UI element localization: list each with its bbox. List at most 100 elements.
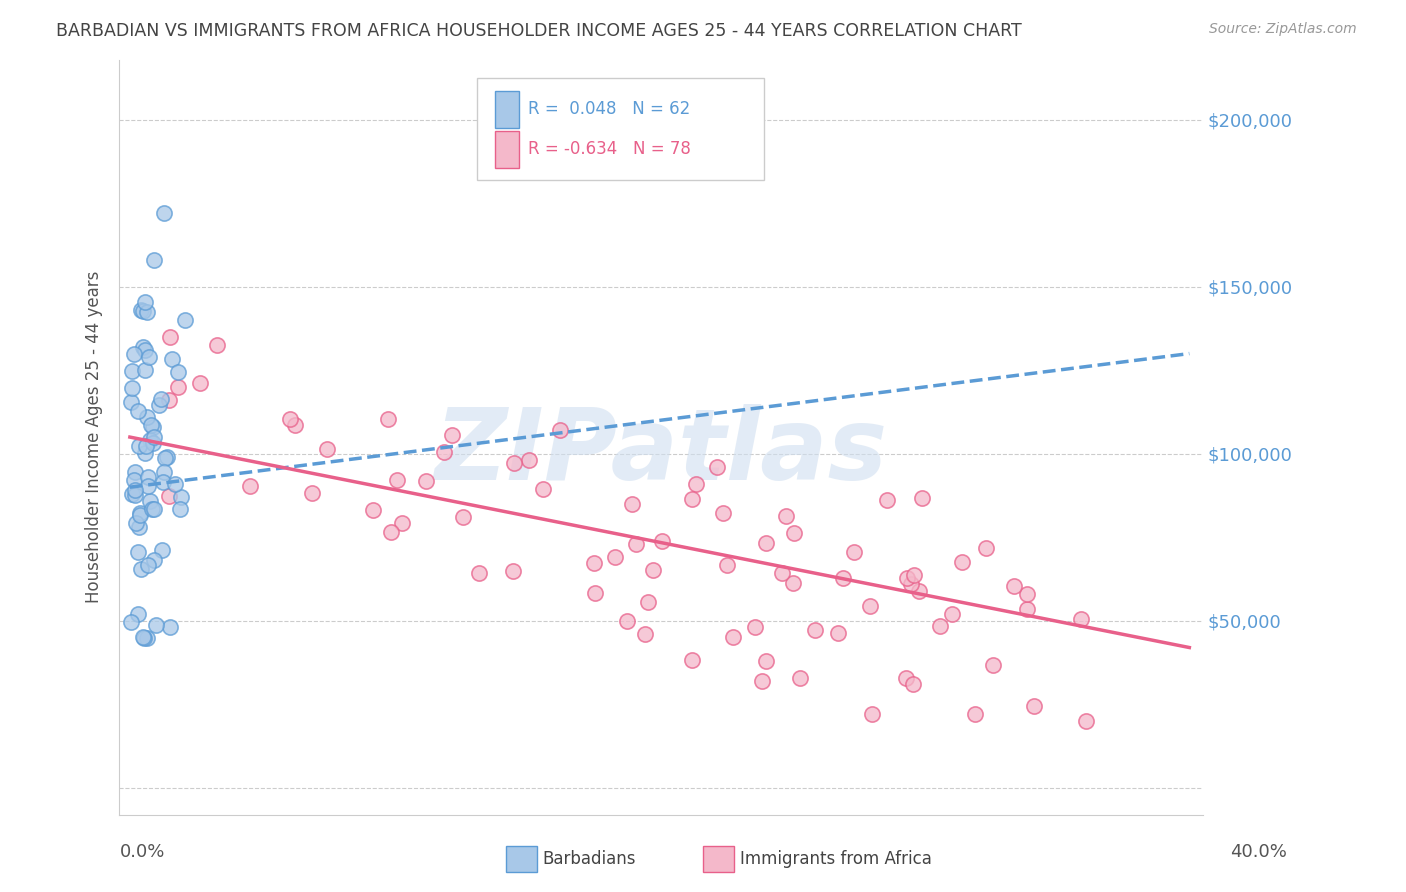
Point	[755, 536, 778, 550]
Y-axis label: Householder Income Ages 25 - 44 years: Householder Income Ages 25 - 44 years	[86, 271, 103, 603]
Point	[143, 502, 166, 516]
Point	[157, 489, 180, 503]
Point	[361, 502, 384, 516]
Point	[711, 506, 734, 520]
Point	[142, 436, 165, 450]
Point	[983, 658, 1005, 673]
Point	[681, 492, 703, 507]
Point	[832, 571, 855, 585]
Point	[156, 450, 179, 464]
Text: 0.0%: 0.0%	[120, 843, 165, 861]
Point	[782, 576, 804, 591]
Point	[903, 568, 925, 582]
Point	[605, 550, 627, 565]
Point	[166, 380, 188, 394]
Point	[136, 558, 159, 572]
Point	[135, 410, 157, 425]
Text: R =  0.048   N = 62: R = 0.048 N = 62	[527, 101, 690, 119]
Point	[169, 502, 191, 516]
Point	[121, 364, 143, 378]
Point	[163, 477, 186, 491]
Text: R = -0.634   N = 78: R = -0.634 N = 78	[527, 140, 690, 159]
Point	[621, 497, 644, 511]
Point	[162, 351, 184, 366]
Point	[150, 543, 173, 558]
Point	[124, 465, 146, 479]
Point	[127, 607, 149, 621]
Point	[301, 486, 323, 500]
Point	[136, 305, 159, 319]
Point	[928, 619, 950, 633]
Point	[128, 508, 150, 522]
Point	[685, 476, 707, 491]
Point	[716, 558, 738, 572]
Point	[941, 607, 963, 621]
Text: 40.0%: 40.0%	[1230, 843, 1286, 861]
Point	[142, 430, 165, 444]
Point	[124, 488, 146, 502]
Point	[166, 366, 188, 380]
Point	[127, 545, 149, 559]
Point	[278, 412, 301, 426]
Point	[155, 450, 177, 465]
Point	[128, 439, 150, 453]
Point	[380, 524, 402, 539]
Point	[974, 541, 997, 555]
Point	[141, 501, 163, 516]
Point	[129, 303, 152, 318]
Point	[170, 490, 193, 504]
Text: ZIPatlas: ZIPatlas	[434, 404, 887, 500]
Point	[681, 653, 703, 667]
Point	[139, 418, 162, 433]
Point	[377, 412, 399, 426]
Text: Barbadians: Barbadians	[543, 850, 637, 868]
Point	[965, 707, 987, 722]
Point	[139, 494, 162, 508]
Point	[159, 620, 181, 634]
Point	[876, 493, 898, 508]
Point	[124, 347, 146, 361]
Point	[441, 428, 464, 442]
Point	[907, 584, 929, 599]
Point	[502, 564, 524, 578]
Point	[860, 707, 883, 722]
Point	[1004, 579, 1026, 593]
Point	[583, 586, 606, 600]
Point	[131, 630, 153, 644]
Point	[136, 631, 159, 645]
Point	[451, 510, 474, 524]
Point	[134, 343, 156, 358]
Point	[502, 456, 524, 470]
FancyBboxPatch shape	[477, 78, 763, 180]
Point	[136, 469, 159, 483]
Point	[120, 615, 142, 629]
Point	[149, 392, 172, 406]
Point	[153, 465, 176, 479]
Point	[124, 483, 146, 498]
Point	[641, 563, 664, 577]
Point	[136, 479, 159, 493]
Point	[139, 433, 162, 447]
Point	[134, 631, 156, 645]
FancyBboxPatch shape	[495, 91, 519, 128]
Point	[651, 534, 673, 549]
Point	[142, 420, 165, 434]
Point	[900, 576, 922, 591]
Point	[121, 487, 143, 501]
Point	[129, 562, 152, 576]
Point	[145, 617, 167, 632]
Point	[1074, 714, 1097, 728]
Point	[385, 473, 408, 487]
Point	[706, 459, 728, 474]
Point	[132, 304, 155, 318]
Point	[122, 473, 145, 487]
Text: Source: ZipAtlas.com: Source: ZipAtlas.com	[1209, 22, 1357, 37]
Point	[467, 566, 489, 581]
Text: BARBADIAN VS IMMIGRANTS FROM AFRICA HOUSEHOLDER INCOME AGES 25 - 44 YEARS CORREL: BARBADIAN VS IMMIGRANTS FROM AFRICA HOUS…	[56, 22, 1022, 40]
Point	[775, 508, 797, 523]
FancyBboxPatch shape	[495, 131, 519, 168]
Point	[803, 624, 825, 638]
Point	[903, 677, 925, 691]
Point	[134, 446, 156, 460]
Point	[1017, 587, 1039, 601]
